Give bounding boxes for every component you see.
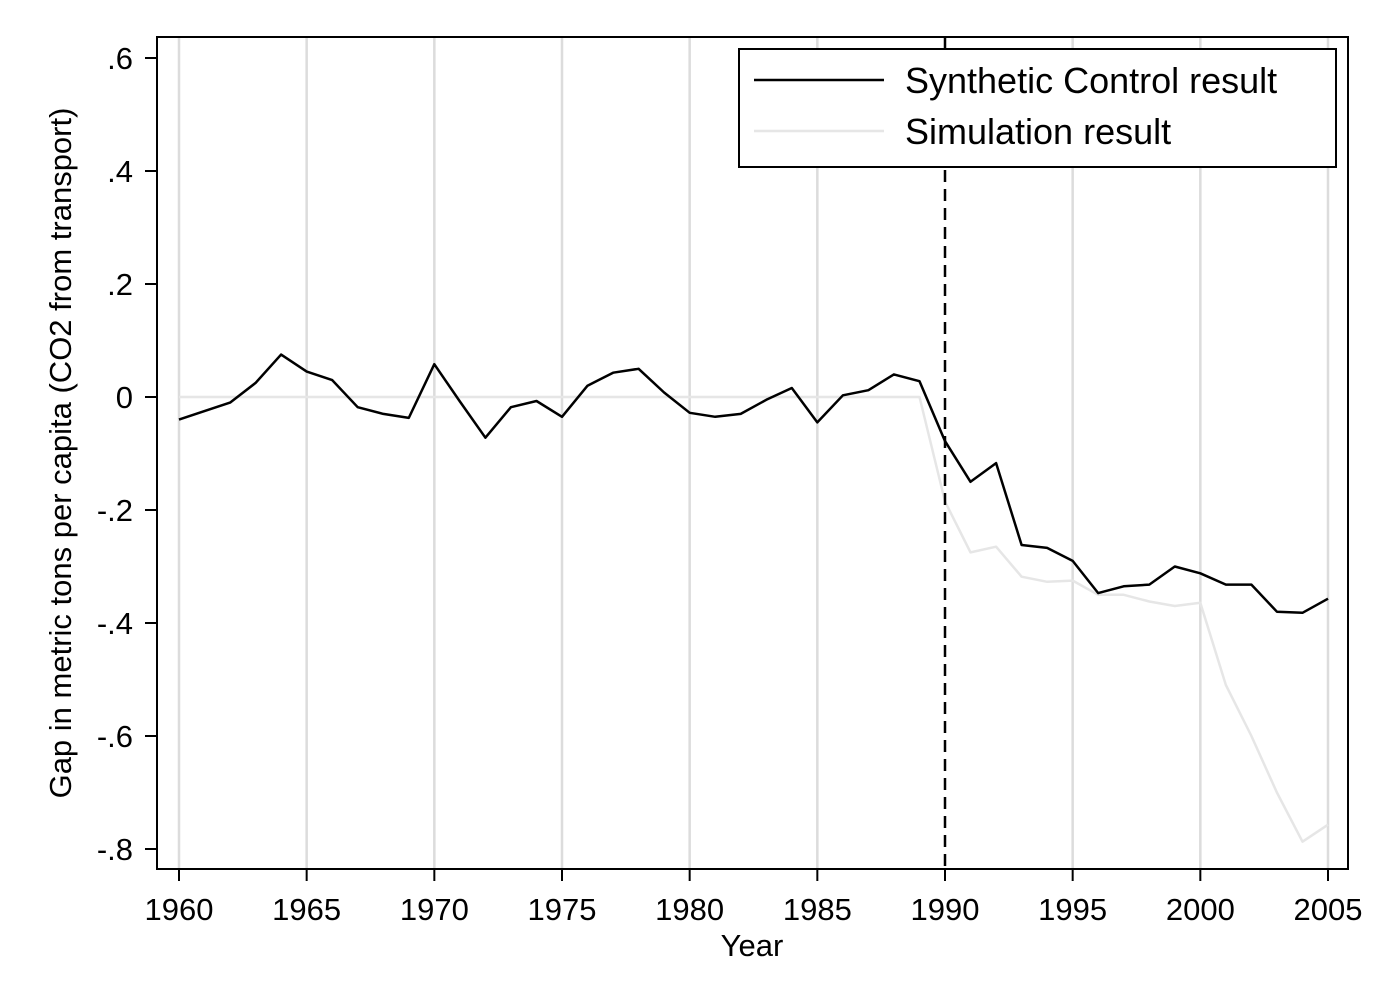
x-axis-title: Year [721, 928, 784, 963]
x-tick-label: 1975 [528, 892, 597, 927]
y-axis: .6 .4 .2 0 -.2 -.4 -.6 -.8 [97, 41, 157, 867]
legend-label-synthetic-control: Synthetic Control result [905, 60, 1277, 101]
series-line-synthetic-control [178, 353, 1329, 615]
y-axis-title: Gap in metric tons per capita (CO2 from … [43, 108, 78, 799]
x-tick-label: 1995 [1038, 892, 1107, 927]
y-tick-label: -.6 [97, 719, 133, 754]
x-tick-label: 1970 [400, 892, 469, 927]
y-tick-label: -.4 [97, 606, 133, 641]
x-tick-label: 1980 [655, 892, 724, 927]
x-tick-label: 1965 [272, 892, 341, 927]
series-lines [178, 353, 1329, 843]
x-tick-label: 1960 [145, 892, 214, 927]
legend-label-simulation: Simulation result [905, 111, 1171, 152]
x-tick-label: 2005 [1294, 892, 1363, 927]
y-tick-label: .2 [107, 267, 133, 302]
y-tick-label: -.2 [97, 493, 133, 528]
legend: Synthetic Control result Simulation resu… [738, 48, 1337, 168]
x-tick-label: 1985 [783, 892, 852, 927]
series-line-simulation [179, 395, 1329, 843]
x-tick-label: 1990 [911, 892, 980, 927]
vertical-gridlines [177, 37, 1330, 869]
x-tick-label: 2000 [1166, 892, 1235, 927]
x-axis: 1960 1965 1970 1975 1980 1985 1990 1995 2000 2005 [145, 869, 1363, 927]
y-tick-label: .6 [107, 41, 133, 76]
legend-box [738, 48, 1337, 168]
y-tick-label: 0 [116, 380, 133, 415]
y-tick-label: -.8 [97, 832, 133, 867]
y-tick-label: .4 [107, 154, 133, 189]
plot-area-frame [156, 36, 1349, 870]
